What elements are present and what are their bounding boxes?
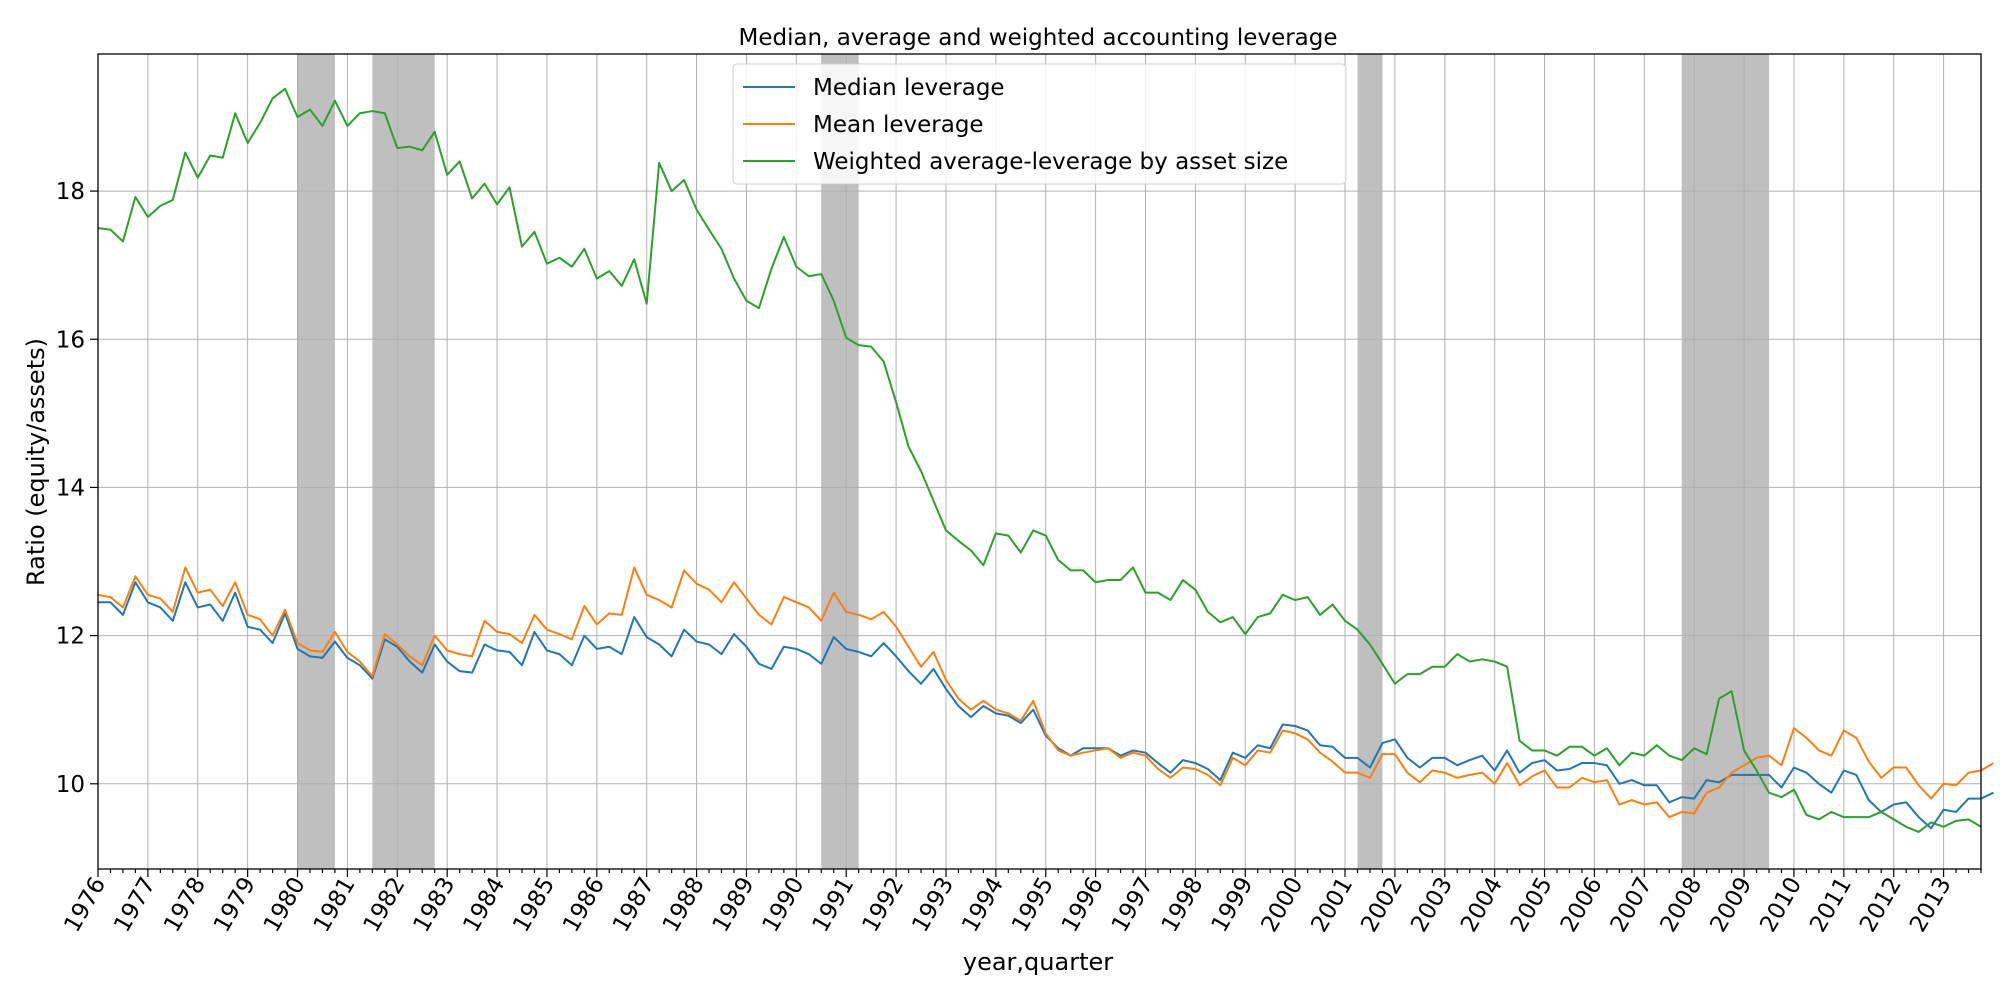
x-tick-label: 1979 [209,873,261,937]
series-line-3 [97,87,1982,833]
x-tick-label: 2008 [1656,873,1708,937]
x-tick-label: 1988 [658,873,710,937]
y-tick-label: 12 [56,624,85,650]
plot-frame [97,53,1982,870]
x-tick-label: 1994 [957,873,1009,937]
x-tick-label: 1981 [309,873,361,937]
x-tick-label: 1982 [359,873,411,937]
y-axis-ticks: 10 12 14 16 18 [56,179,98,798]
series-line-2 [97,566,1994,819]
legend-items: Median leverage Mean leverage Weighted ave… [743,75,1288,175]
chart-title: Median, average and weighted accounting … [738,25,1337,51]
x-tick-label: 1987 [608,873,660,937]
x-tick-label: 2001 [1306,873,1358,937]
legend-label: Median leverage [813,75,1005,101]
grid-lines [97,54,1981,869]
recession-band [1357,54,1383,869]
x-tick-label: 1986 [558,873,610,937]
x-tick-label: 1992 [857,873,909,937]
x-tick-label: 2004 [1456,873,1508,937]
series-line-1 [98,581,1994,830]
x-tick-label: 1995 [1007,873,1059,937]
x-tick-label: 2011 [1805,873,1857,937]
recession-band [1681,54,1770,869]
x-tick-label: 2002 [1356,873,1408,937]
y-tick-label: 16 [56,327,85,353]
recession-bands [297,54,1770,869]
x-axis-label: year,quarter [963,948,1113,976]
y-tick-label: 14 [56,475,85,501]
x-tick-label: 1977 [109,873,161,937]
legend-label: Mean leverage [813,112,984,138]
x-tick-label: 1980 [259,873,311,937]
x-tick-label: 1978 [159,873,211,937]
legend-box [732,63,1347,185]
recession-band [372,54,435,869]
y-axis-label: Ratio (equity/assets) [22,338,50,586]
x-tick-label: 2006 [1556,873,1608,937]
x-tick-label: 2010 [1755,873,1807,937]
x-tick-label: 1999 [1207,873,1259,937]
x-tick-label: 1990 [758,873,810,937]
x-tick-label: 2003 [1406,873,1458,937]
x-tick-label: 2009 [1705,873,1757,937]
series-lines [97,87,1994,833]
x-tick-label: 2005 [1506,873,1558,937]
x-tick-label: 1991 [808,873,860,937]
recession-band [297,54,335,869]
x-tick-label: 1997 [1107,873,1159,937]
x-axis-ticks: 1976197719781979198019811982198319841985… [59,869,1982,937]
x-tick-label: 1976 [59,873,111,937]
x-tick-label: 1996 [1057,873,1109,937]
x-tick-label: 2007 [1606,873,1658,937]
x-tick-label: 1985 [508,873,560,937]
x-tick-label: 2000 [1257,873,1309,937]
recession-band [821,54,859,869]
legend: Median leverage Mean leverage Weighted ave… [732,63,1347,185]
y-tick-label: 18 [56,179,85,205]
x-tick-label: 1989 [708,873,760,937]
x-tick-label: 1993 [907,873,959,937]
x-tick-label: 1983 [409,873,461,937]
x-tick-label: 2012 [1855,873,1907,937]
x-tick-label: 1998 [1157,873,1209,937]
legend-label: Weighted average-leverage by asset size [813,149,1288,175]
x-tick-label: 2013 [1905,873,1957,937]
x-tick-label: 1984 [458,873,510,937]
y-tick-label: 10 [56,772,85,798]
